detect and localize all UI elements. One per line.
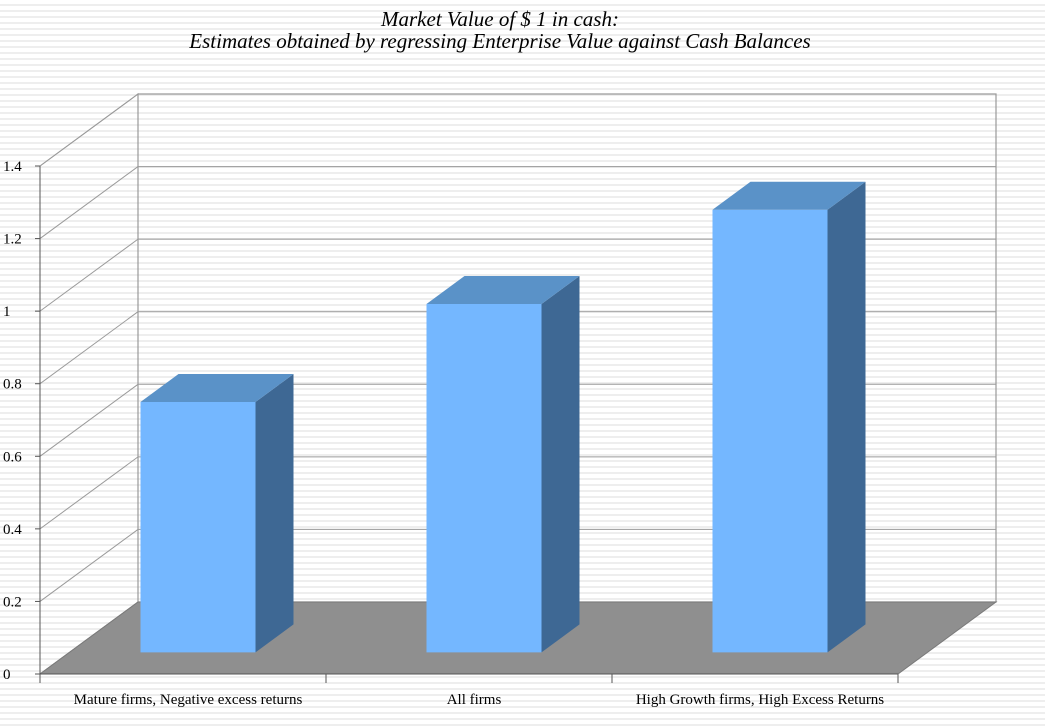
bar-top: [140, 374, 294, 403]
side-gridline: [39, 166, 139, 239]
side-gridline: [39, 238, 139, 312]
bar-top: [712, 181, 866, 210]
x-tick-label: High Growth firms, High Excess Returns: [636, 692, 884, 708]
side-gridline: [39, 311, 139, 385]
y-tick-label: 1.2: [3, 232, 22, 248]
y-tick-label: 0: [3, 667, 11, 683]
y-tick-label: 1: [3, 304, 11, 320]
bar: [712, 209, 828, 653]
bar-top: [426, 276, 580, 305]
chart-subtitle-line: Estimates obtained by regressing Enterpr…: [189, 29, 811, 53]
side-wall: [39, 93, 139, 675]
side-gridline: [39, 529, 139, 602]
y-tick-label: 0.2: [3, 594, 22, 610]
bar: [140, 402, 256, 653]
y-tick-label: 0.4: [3, 522, 22, 538]
bar: [426, 304, 542, 653]
side-gridline: [39, 93, 139, 167]
y-tick-label: 0.8: [3, 377, 22, 393]
side-gridline: [39, 456, 139, 530]
y-tick-label: 1.4: [3, 159, 22, 175]
bar-side: [827, 181, 866, 653]
chart-title: Market Value of $ 1 in cash: Estimates o…: [0, 8, 1000, 52]
x-tick-label: All firms: [447, 692, 502, 708]
x-tick-label: Mature firms, Negative excess returns: [74, 692, 303, 708]
y-tick-label: 0.6: [3, 449, 22, 465]
side-gridline: [39, 383, 139, 457]
bar-side: [255, 374, 294, 653]
chart-title-line: Market Value of $ 1 in cash:: [381, 7, 619, 31]
bar-side: [541, 276, 580, 653]
